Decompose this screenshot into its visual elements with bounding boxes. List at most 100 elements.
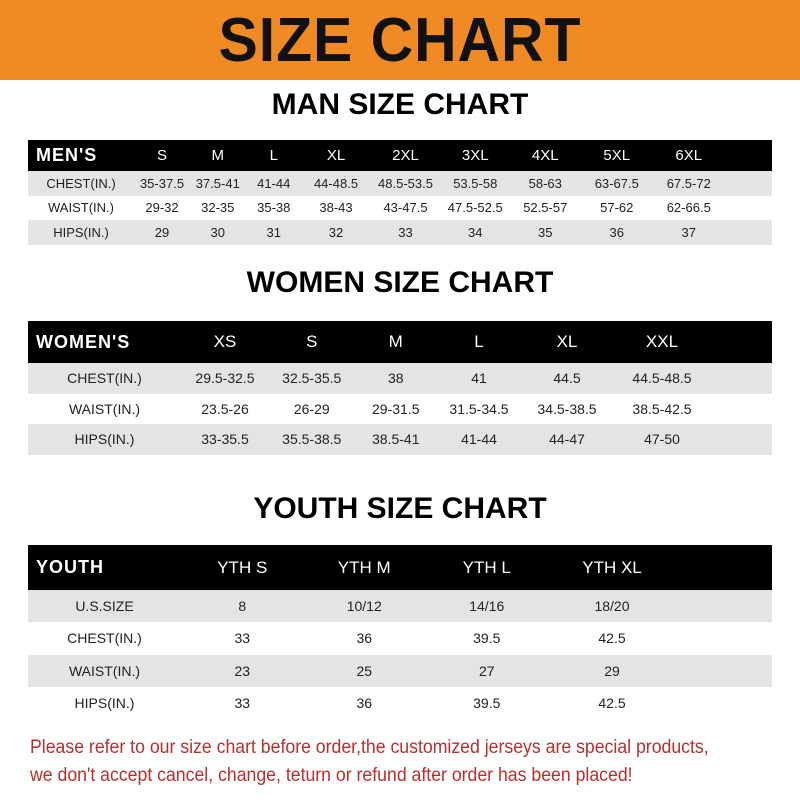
youth-size-table: YOUTH YTH S YTH M YTH L YTH XL U.S.SIZE 8 10/12… — [28, 545, 772, 720]
cell: XS — [213, 332, 237, 351]
cell: 34.5-38.5 — [537, 400, 597, 417]
cell: 37 — [681, 224, 696, 240]
row-label: YOUTH — [36, 557, 104, 577]
cell: 38.5-41 — [372, 431, 420, 448]
cell: L — [269, 147, 278, 164]
cell: 32.5-35.5 — [282, 370, 342, 387]
cell: XL — [556, 332, 578, 351]
cell: 32 — [328, 224, 344, 240]
table-row: CHEST(IN.) 29.5-32.5 32.5-35.5 38 41 44.5 44.5… — [28, 363, 772, 394]
cell: YTH XL — [582, 557, 642, 577]
cell: 35.5-38.5 — [282, 431, 342, 448]
header-row: WOMEN'S XS S M L XL XXL — [28, 321, 772, 363]
cell: S — [156, 147, 167, 164]
cell: 30 — [210, 224, 225, 240]
cell: 41-44 — [257, 175, 291, 191]
cell: 6XL — [675, 147, 703, 164]
cell: M — [388, 332, 403, 351]
cell: S — [306, 332, 318, 351]
cell: YTH L — [462, 557, 511, 577]
cell: 47-50 — [644, 431, 680, 448]
cell: 38.5-42.5 — [632, 400, 692, 417]
cell: 42.5 — [598, 695, 626, 712]
cell: 33 — [398, 224, 413, 240]
table-row: HIPS(IN.) 33 36 39.5 42.5 — [28, 686, 772, 720]
men-size-table: MEN'S S M L XL 2XL 3XL 4XL 5XL 6XL CHEST(IN.) 35-37… — [28, 140, 772, 245]
cell: 2XL — [392, 147, 419, 164]
cell: 33 — [234, 695, 251, 712]
cell: 8 — [238, 598, 247, 615]
cell: YTH M — [337, 557, 391, 577]
cell: 33-35.5 — [201, 431, 249, 448]
cell: 4XL — [531, 147, 559, 164]
notice: Please refer to our size chart before or… — [30, 734, 737, 790]
cell: 29-32 — [145, 200, 179, 216]
cell: 37.5-41 — [195, 175, 240, 191]
cell: 44.5 — [553, 370, 581, 387]
cell: 57-62 — [600, 200, 634, 216]
row-label: U.S.SIZE — [75, 598, 134, 615]
cell: 36 — [609, 224, 624, 240]
row-label: CHEST(IN.) — [67, 630, 142, 647]
youth-title: YOUTH SIZE CHART — [253, 492, 547, 525]
cell: 42.5 — [598, 630, 626, 647]
cell: 44.5-48.5 — [632, 370, 692, 387]
cell: 38-43 — [319, 200, 353, 216]
women-title: WOMEN SIZE CHART — [246, 266, 554, 299]
cell: 26-29 — [293, 400, 330, 417]
cell: 31 — [266, 224, 281, 240]
row-label: HIPS(IN.) — [53, 224, 109, 240]
cell: 36 — [356, 630, 373, 647]
cell: 25 — [356, 662, 373, 679]
row-label: HIPS(IN.) — [74, 431, 135, 448]
cell: 44-48.5 — [313, 175, 359, 191]
cell: 35-38 — [257, 200, 291, 216]
table-row: WAIST(IN.) 29-32 32-35 35-38 38-43 43-47.5 47.… — [28, 195, 772, 220]
notice-line-2: we don't accept cancel, change, teturn o… — [30, 765, 633, 786]
cell: M — [211, 147, 225, 164]
cell: 47.5-52.5 — [447, 200, 503, 216]
notice-line-1: Please refer to our size chart before or… — [30, 737, 709, 758]
main-title: SIZE CHART — [218, 5, 582, 75]
cell: 58-63 — [528, 175, 562, 191]
cell: YTH S — [217, 557, 268, 577]
men-title: MAN SIZE CHART — [271, 88, 529, 121]
cell: 23.5-26 — [201, 400, 249, 417]
table-row: CHEST(IN.) 33 36 39.5 42.5 — [28, 622, 772, 655]
row-label: MEN'S — [36, 145, 98, 165]
table-row: WAIST(IN.) 23 25 27 29 — [28, 654, 772, 687]
row-label: WAIST(IN.) — [68, 400, 141, 417]
cell: 35-37.5 — [139, 175, 185, 191]
table-row: CHEST(IN.) 35-37.5 37.5-41 41-44 44-48.5 48.5… — [28, 171, 772, 196]
row-label: WAIST(IN.) — [48, 200, 114, 216]
cell: 34 — [468, 224, 483, 240]
cell: 31.5-34.5 — [449, 400, 509, 417]
cell: 48.5-53.5 — [378, 175, 433, 191]
women-size-table: WOMEN'S XS S M L XL XXL CHEST(IN.) 29.5-32.5 32.5… — [28, 321, 772, 455]
cell: 29-31.5 — [372, 400, 420, 417]
table-row: U.S.SIZE 8 10/12 14/16 18/20 — [28, 590, 772, 623]
cell: 38 — [387, 370, 404, 387]
cell: 39.5 — [473, 630, 501, 647]
banner: SIZE CHART — [0, 0, 800, 80]
cell: 27 — [478, 662, 495, 679]
cell: 3XL — [461, 147, 489, 164]
cell: 52.5-57 — [523, 200, 568, 216]
cell: 35 — [538, 224, 553, 240]
cell: XXL — [645, 332, 679, 351]
cell: 32-35 — [201, 200, 235, 216]
cell: 41 — [471, 370, 487, 387]
cell: L — [474, 332, 484, 351]
cell: 5XL — [603, 147, 631, 164]
cell: 36 — [356, 695, 373, 712]
cell: 44-47 — [549, 431, 585, 448]
header-row: YOUTH YTH S YTH M YTH L YTH XL — [28, 545, 772, 590]
table-row: HIPS(IN.) 33-35.5 35.5-38.5 38.5-41 41-44 44-… — [28, 424, 772, 455]
row-label: CHEST(IN.) — [67, 370, 142, 387]
row-label: WOMEN'S — [36, 331, 131, 352]
cell: 63-67.5 — [594, 175, 639, 191]
table-row: HIPS(IN.) 29 30 31 32 33 34 35 36 37 — [28, 220, 772, 245]
cell: 41-44 — [461, 431, 497, 448]
cell: 29 — [154, 224, 170, 240]
cell: 39.5 — [473, 695, 501, 712]
